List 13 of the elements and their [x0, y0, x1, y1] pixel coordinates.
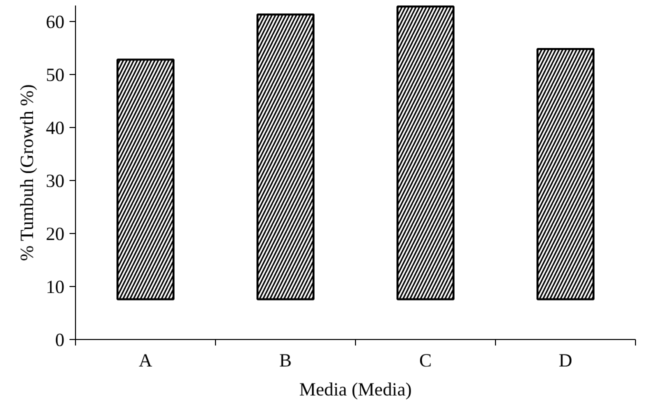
- y-tick-label: 40: [46, 118, 64, 139]
- y-tick-label: 30: [46, 170, 64, 192]
- y-tick-label: 0: [55, 330, 64, 351]
- x-axis-title: Media (Media): [299, 380, 412, 400]
- y-tick-label: 50: [46, 64, 64, 86]
- y-tick-label: 10: [46, 276, 64, 298]
- y-tick-label: 60: [46, 12, 64, 33]
- y-tick-label: 20: [46, 224, 64, 245]
- x-tick-label: C: [419, 350, 432, 372]
- x-tick-label: D: [558, 350, 572, 372]
- x-tick-label: A: [138, 350, 153, 372]
- y-axis-title: % Tumbuh (Growth %): [16, 84, 38, 262]
- x-tick-label: B: [279, 350, 292, 372]
